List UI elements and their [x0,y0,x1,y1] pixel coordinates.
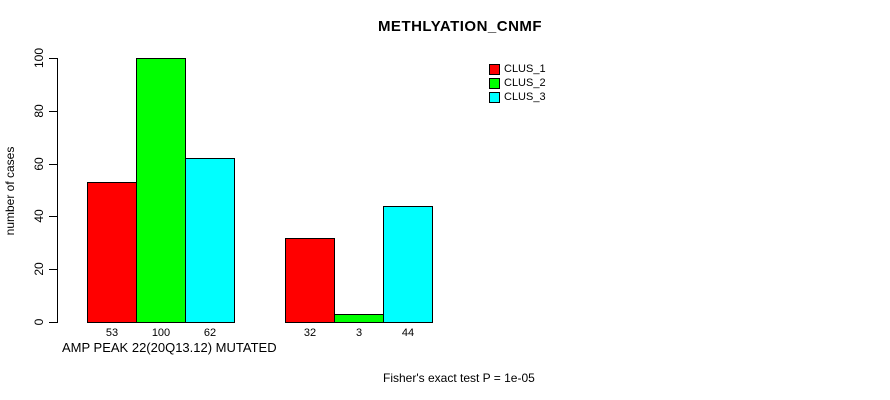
y-tick-label: 0 [32,318,46,326]
y-tick-mark [49,111,57,112]
bar-value-label-clus-1-group-2: 32 [303,327,317,339]
y-tick-mark [49,216,57,217]
bar-clus-3-group-1 [185,158,235,323]
legend-item-clus-1: CLUS_1 [489,63,546,76]
bar-value-label-clus-2-group-1: 100 [151,327,171,339]
y-tick-label: 40 [32,209,46,223]
y-tick-label: 80 [32,104,46,118]
y-tick-label: 20 [32,262,46,276]
legend-item-clus-3: CLUS_3 [489,91,546,104]
y-tick-mark [49,164,57,165]
bar-clus-2-group-2 [334,314,384,323]
bar-clus-2-group-1 [136,58,186,323]
bar-value-label-clus-3-group-2: 44 [401,327,415,339]
y-tick-label: 60 [32,157,46,171]
legend-label-clus-3: CLUS_3 [504,91,546,103]
legend-label-clus-1: CLUS_1 [504,63,546,75]
chart-legend: CLUS_1 CLUS_2 CLUS_3 [489,63,546,105]
y-tick-label: 100 [32,47,46,69]
bar-value-label-clus-1-group-1: 53 [105,327,119,339]
y-tick-mark [49,322,57,323]
bar-value-label-clus-2-group-2: 3 [355,327,363,339]
legend-swatch-clus-2-icon [489,78,500,89]
legend-label-clus-2: CLUS_2 [504,77,546,89]
footnote-pvalue: Fisher's exact test P = 1e-05 [383,371,535,385]
y-axis-title: number of cases [3,146,17,236]
legend-item-clus-2: CLUS_2 [489,77,546,90]
bar-clus-3-group-2 [383,206,433,323]
y-tick-mark [49,269,57,270]
legend-swatch-clus-3-icon [489,92,500,103]
legend-swatch-clus-1-icon [489,64,500,75]
bar-clus-1-group-1 [87,182,137,323]
y-axis-line [57,58,58,323]
chart-title: METHLYATION_CNMF [377,18,543,35]
y-tick-mark [49,58,57,59]
bar-clus-1-group-2 [285,238,335,323]
bar-value-label-clus-3-group-1: 62 [203,327,217,339]
x-axis-label: AMP PEAK 22(20Q13.12) MUTATED [62,340,277,355]
